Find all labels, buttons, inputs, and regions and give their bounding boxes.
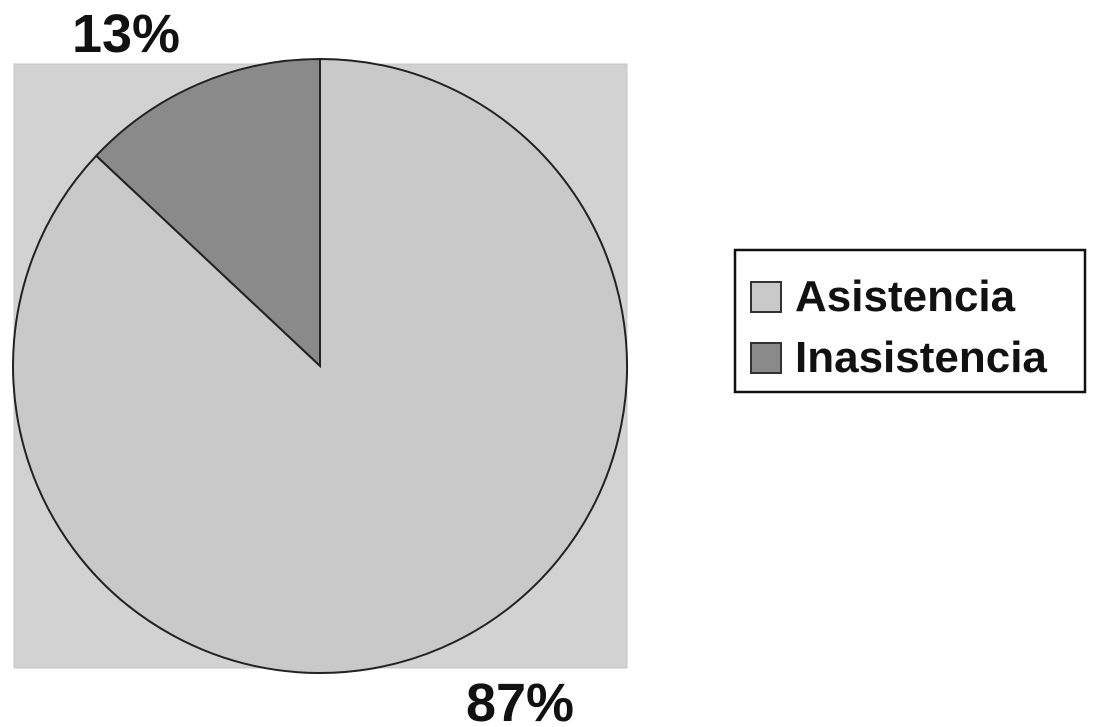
legend-swatch-asistencia	[750, 281, 782, 313]
legend-label-inasistencia: Inasistencia	[795, 333, 1047, 382]
legend-swatch-inasistencia	[750, 342, 782, 374]
slice-label-inasistencia: 13%	[72, 4, 180, 64]
legend-box	[733, 248, 1087, 394]
slice-label-asistencia: 87%	[466, 673, 574, 727]
pie-slice-asistencia	[12, 57, 628, 674]
legend-label-asistencia: Asistencia	[795, 272, 1016, 321]
pie-slices	[12, 57, 628, 674]
pie-slice-inasistencia	[94, 57, 321, 369]
legend: Asistencia Inasistencia	[733, 248, 1087, 394]
